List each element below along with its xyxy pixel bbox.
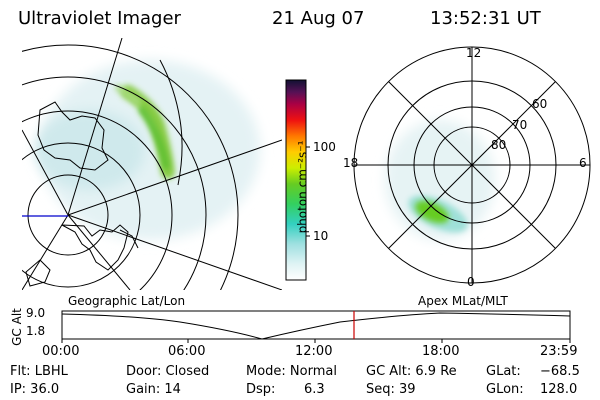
mlat-label-60: 60 — [532, 97, 548, 111]
mlt-label-0: 0 — [467, 275, 475, 289]
glon-info-label: GLon: — [486, 382, 524, 397]
mode-info: Mode: Normal — [246, 364, 337, 379]
time-tick-label: 23:59 — [540, 344, 578, 359]
altitude-plot — [61, 310, 571, 343]
diffuse-glow — [35, 110, 145, 190]
polar-plot — [353, 46, 591, 284]
gain-info: Gain: 14 — [126, 382, 181, 397]
geographic-panel-label: Geographic Lat/Lon — [68, 294, 186, 308]
auroral-spot-core — [415, 200, 449, 224]
gc-alt-info: GC Alt: 6.9 Re — [366, 364, 457, 379]
time-tick-label: 12:00 — [295, 344, 333, 359]
seq-info: Seq: 39 — [366, 382, 416, 397]
altitude-tick-label: 1.8 — [26, 324, 46, 338]
mlt-label-6: 6 — [579, 156, 587, 170]
dsp-info-value: 6.3 — [304, 382, 325, 397]
geographic-map — [22, 38, 282, 290]
time-tick-label: 00:00 — [42, 344, 80, 359]
instrument-title: Ultraviolet Imager — [18, 8, 181, 29]
colorbar-tick-label: 100 — [313, 140, 336, 154]
ip-info: IP: 36.0 — [10, 382, 60, 397]
auroral-arc-core — [138, 106, 170, 170]
altitude-axis-label: GC Alt — [9, 308, 24, 346]
glon-info-value: 128.0 — [540, 382, 578, 397]
colorbar-tick-label: 10 — [313, 229, 329, 243]
mlt-label-12: 12 — [466, 46, 482, 60]
apex-panel-label: Apex MLat/MLT — [418, 294, 508, 308]
mlat-label-70: 70 — [512, 118, 528, 132]
glat-info-label: GLat: — [486, 364, 521, 379]
date-label: 21 Aug 07 — [272, 8, 365, 29]
longitude-grid — [22, 38, 282, 290]
time-label: 13:52:31 UT — [430, 8, 541, 29]
latitude-grid — [22, 44, 239, 290]
altitude-tick-label: 9.0 — [26, 306, 46, 320]
glat-info-value: −68.5 — [540, 364, 580, 379]
dsp-info-label: Dsp: — [246, 382, 276, 397]
time-tick-label: 18:00 — [422, 344, 460, 359]
door-info: Door: Closed — [126, 364, 210, 379]
time-tick-label: 06:00 — [168, 344, 206, 359]
colorbar-unit-label: photon cm⁻²s⁻¹ — [295, 140, 310, 234]
auroral-arc-tail — [115, 85, 141, 105]
colorbar — [285, 79, 307, 281]
coastline — [25, 59, 183, 287]
altitude-curve — [61, 312, 571, 340]
mlt-label-18: 18 — [343, 156, 359, 170]
filter-info: Flt: LBHL — [10, 364, 68, 379]
altitude-frame — [61, 310, 571, 340]
mlat-label-80: 80 — [491, 138, 507, 152]
